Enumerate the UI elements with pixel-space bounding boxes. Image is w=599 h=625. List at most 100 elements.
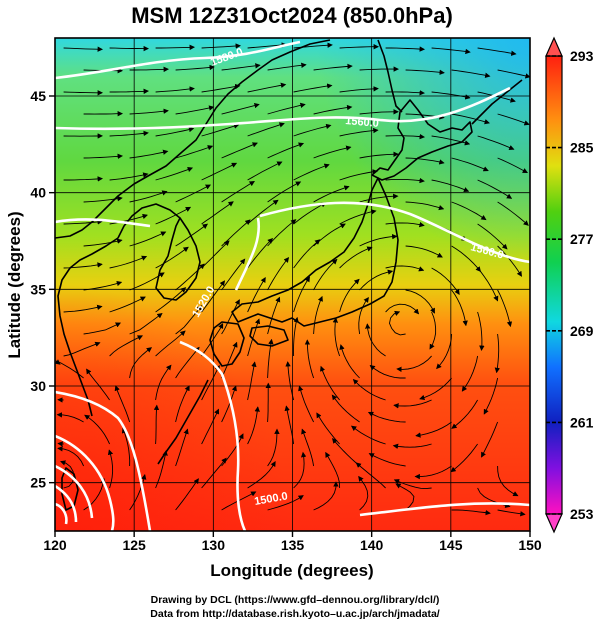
contour-1500-c: [55, 484, 78, 523]
colorbar-top-arrow: [545, 36, 563, 57]
streamline: [451, 509, 491, 516]
x-tick-label: 145: [439, 537, 463, 553]
y-tick-label: 35: [30, 281, 46, 297]
streamline: [201, 201, 234, 225]
streamline: [109, 296, 146, 313]
streamline: [477, 179, 513, 199]
streamline: [175, 428, 189, 467]
streamline: [497, 201, 529, 226]
streamline: [175, 105, 215, 115]
streamline: [129, 312, 163, 335]
streamline: [494, 333, 501, 374]
streamline: [109, 172, 149, 181]
contour-1560-a: [55, 86, 511, 131]
streamline: [293, 83, 333, 93]
x-tick-label: 150: [518, 537, 542, 553]
streamline: [359, 269, 394, 291]
streamline: [497, 157, 528, 174]
streamline: [293, 202, 327, 225]
streamline: [155, 126, 195, 137]
streamline: [201, 43, 241, 49]
streamline: [109, 335, 144, 357]
streamline: [284, 405, 295, 445]
streamline: [293, 239, 321, 269]
streamline: [293, 123, 332, 137]
streamline: [129, 108, 169, 115]
credit-data: Data from http://database.rish.kyoto–u.a…: [150, 608, 439, 620]
streamline: [247, 82, 287, 93]
coastline-ryukyu: [157, 379, 209, 465]
streamline: [175, 346, 200, 379]
streamline: [304, 339, 315, 379]
streamline: [83, 322, 122, 335]
streamline: [109, 88, 149, 95]
streamline: [267, 62, 307, 71]
streamline: [285, 361, 295, 401]
streamline: [393, 479, 432, 490]
streamline: [175, 305, 203, 335]
contour-1560-b: [55, 218, 151, 228]
streamline: [431, 179, 470, 193]
streamline: [155, 206, 192, 225]
streamline: [385, 133, 425, 140]
streamline: [129, 190, 168, 203]
streamline: [477, 223, 508, 250]
streamline: [155, 86, 195, 93]
streamline: [414, 465, 452, 480]
coastline-kyushu: [209, 321, 245, 367]
colorbar: 253 261 269 277 285 293: [545, 36, 594, 534]
streamline: [451, 245, 481, 272]
contour-1560-c: [259, 201, 530, 264]
streamline: [325, 451, 341, 489]
streamline: [265, 382, 271, 423]
contour-east: [359, 502, 530, 517]
streamline: [405, 245, 443, 258]
streamline: [247, 277, 266, 313]
streamline: [332, 438, 360, 467]
streamline: [155, 246, 189, 269]
streamline: [221, 181, 255, 203]
streamline: [201, 364, 220, 401]
contour-1500-a: [55, 434, 115, 531]
streamline: [339, 169, 378, 181]
y-axis: 25 30 35 40 45: [30, 88, 55, 491]
streamline: [175, 385, 190, 423]
x-tick-label: 130: [202, 537, 226, 553]
streamline: [451, 289, 468, 327]
streamline: [201, 322, 224, 357]
coastline-taiwan: [61, 467, 79, 511]
contour-ring: [55, 502, 68, 525]
streamline: [267, 181, 302, 203]
streamline: [355, 462, 386, 489]
streamline: [221, 385, 237, 423]
streamline: [201, 83, 241, 93]
streamline: [129, 231, 167, 247]
streamline: [267, 256, 290, 291]
streamline: [201, 457, 227, 489]
streamline: [497, 69, 530, 79]
streamline: [63, 341, 101, 357]
plot-area: 1580.0 1560.0 1560.0 1520.0 1500.0: [55, 38, 530, 531]
streamline: [63, 219, 103, 225]
streamline: [293, 451, 307, 489]
y-tick-label: 30: [30, 378, 46, 394]
streamline: [405, 201, 445, 211]
streamline: [201, 123, 240, 137]
streamline: [405, 289, 435, 314]
streamline: [293, 276, 310, 313]
streamline: [86, 368, 110, 401]
streamline: [155, 364, 172, 401]
streamline: [477, 47, 517, 56]
streamline: [155, 44, 195, 51]
streamline: [175, 263, 205, 291]
streamline: [247, 199, 279, 225]
streamline: [83, 153, 123, 159]
colorbar-body: [545, 55, 563, 515]
streamline: [451, 157, 489, 172]
streamline: [153, 404, 160, 445]
colorbar-ticks: 253 261 269 277 285 293: [546, 48, 594, 522]
streamline: [313, 258, 338, 291]
streamline: [477, 135, 515, 151]
streamline: [298, 385, 315, 423]
streamline: [385, 46, 425, 52]
